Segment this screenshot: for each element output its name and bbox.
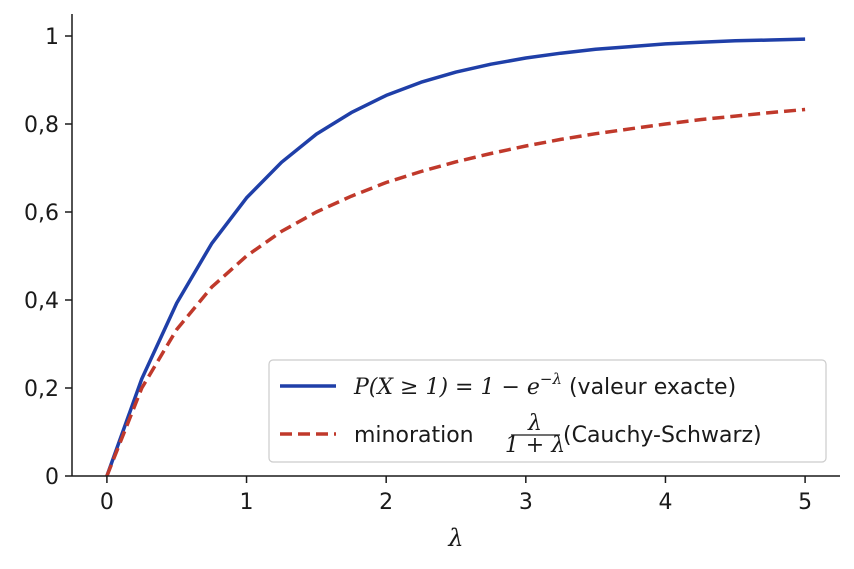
- legend-exact-suffix: (valeur exacte): [562, 375, 736, 400]
- legend-entry-exact: P(X ≥ 1) = 1 − e−λ (valeur exacte): [353, 370, 736, 400]
- y-tick-label: 0,2: [24, 377, 59, 402]
- series-line-bound: [105, 107, 806, 477]
- legend-bound-suffix: (Cauchy-Schwarz): [563, 423, 762, 448]
- y-tick-label: 1: [45, 25, 59, 50]
- legend-frame: [268, 359, 827, 463]
- ticks-layer: 0 1 2 3 4 5 0 0,2 0,4 0,6 0,8 1: [24, 25, 812, 515]
- x-tick-label: 5: [798, 490, 812, 515]
- series-line-exact: [105, 37, 806, 477]
- x-tick-label: 2: [379, 490, 393, 515]
- x-tick-label: 1: [240, 490, 254, 515]
- x-tick-label: 0: [100, 490, 114, 515]
- legend-exact-formula: P(X ≥ 1) = 1 − e: [353, 375, 540, 400]
- x-tick-label: 3: [519, 490, 533, 515]
- y-tick-label: 0,6: [24, 201, 59, 226]
- x-tick-label: 4: [658, 490, 672, 515]
- legend: P(X ≥ 1) = 1 − e−λ (valeur exacte) minor…: [268, 359, 827, 463]
- legend-bound-numerator: λ: [527, 411, 542, 436]
- legend-bound-denominator: 1 + λ: [505, 433, 565, 458]
- legend-exact-exponent: −λ: [540, 370, 562, 388]
- y-tick-label: 0,8: [24, 113, 59, 138]
- y-tick-label: 0,4: [24, 289, 59, 314]
- x-axis-title: λ: [447, 524, 463, 552]
- legend-bound-prefix: minoration: [354, 423, 474, 448]
- series-layer: [105, 37, 806, 477]
- y-tick-label: 0: [45, 465, 59, 490]
